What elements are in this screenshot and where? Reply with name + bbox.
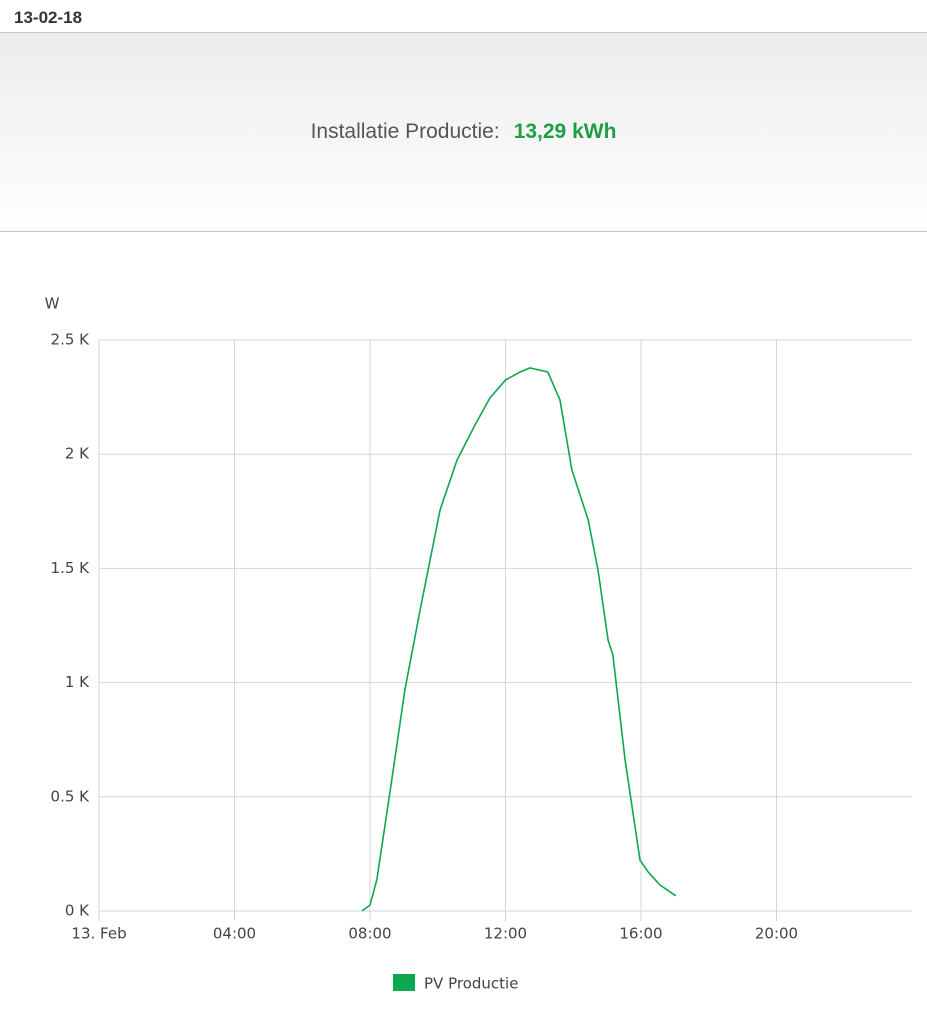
summary-value: 13,29 kWh: [513, 120, 617, 143]
y-tick-label: 2 K: [65, 445, 90, 463]
date: 13-02-18: [14, 8, 83, 27]
x-tick-label: 04:00: [213, 925, 256, 943]
legend-swatch: [393, 974, 415, 991]
summary-label: Installatie Productie:: [310, 120, 500, 143]
y-tick-label: 0.5 K: [51, 787, 91, 805]
x-tick-label: 12:00: [484, 925, 527, 943]
y-tick-label: 2.5 K: [51, 331, 91, 349]
y-tick-label: 1 K: [65, 673, 90, 691]
x-tick-label: 16:00: [619, 925, 662, 943]
x-tick-label: 13. Feb: [71, 925, 126, 943]
legend-label: PV Productie: [424, 975, 518, 993]
y-tick-label: 0 K: [65, 902, 90, 920]
line: [361, 367, 677, 912]
x-tick-label: 20:00: [755, 925, 798, 943]
y-axis-title: W: [45, 295, 60, 313]
y-tick-label: 1.5 K: [51, 559, 91, 577]
x-tick-label: 08:00: [348, 925, 391, 943]
summary-band: Installatie Productie: 13,29 kWh: [0, 32, 927, 232]
